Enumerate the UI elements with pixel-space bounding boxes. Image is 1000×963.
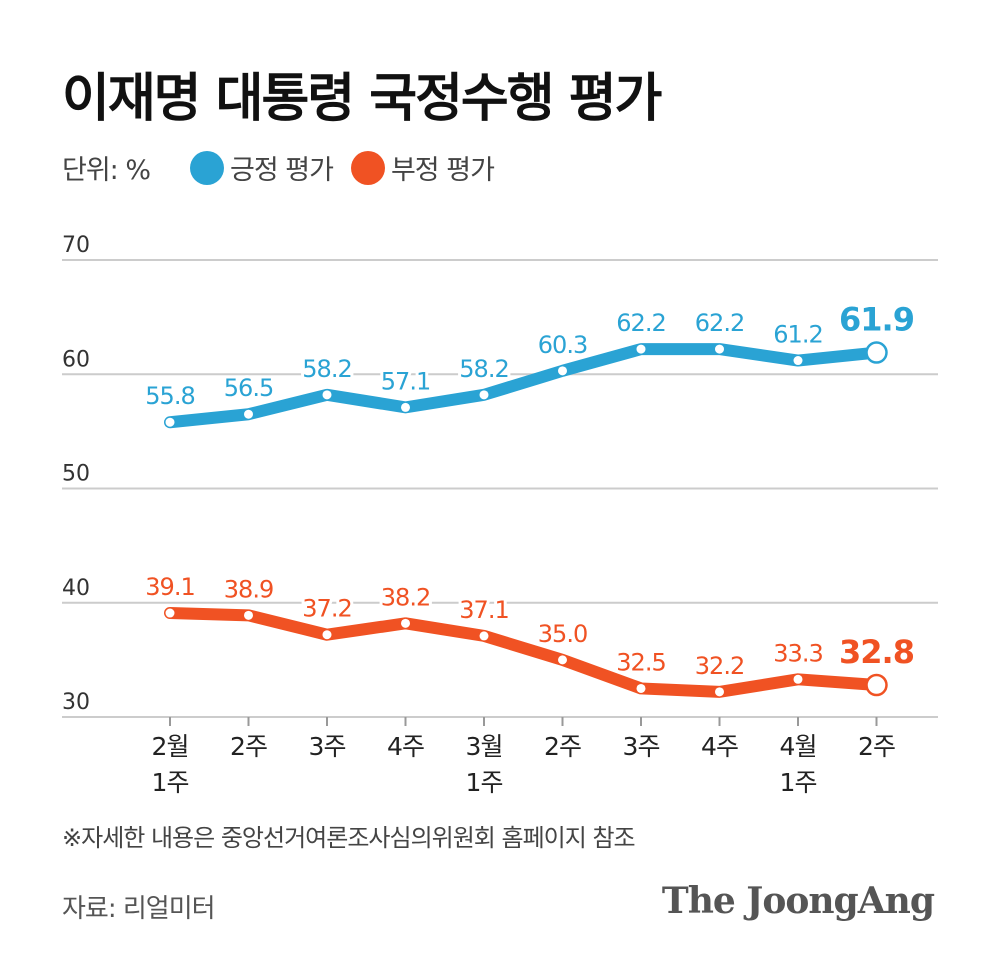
x-tick-label: 2월: [152, 732, 189, 761]
y-tick-label: 30: [62, 690, 90, 715]
data-point-negative: [244, 610, 253, 620]
x-tick-label: 2주: [858, 732, 895, 761]
data-label-negative: 37.1: [459, 596, 508, 624]
data-point-negative: [322, 630, 332, 640]
x-tick-label: 1주: [466, 768, 503, 797]
x-tick-label: 2주: [544, 732, 581, 761]
data-point-positive: [793, 356, 803, 366]
data-point-negative: [558, 655, 567, 665]
data-label-positive: 61.9: [839, 301, 914, 339]
data-label-positive: 60.3: [538, 331, 587, 359]
data-label-negative: 37.2: [302, 595, 351, 623]
y-tick-label: 40: [62, 576, 90, 601]
data-label-negative: 39.1: [145, 573, 194, 601]
x-tick-label: 4월: [780, 732, 817, 761]
data-point-positive: [558, 366, 567, 376]
data-point-positive: [479, 390, 489, 400]
data-point-negative: [793, 674, 803, 684]
data-label-negative: 32.5: [616, 648, 665, 676]
data-label-positive: 62.2: [695, 309, 744, 337]
x-tick-label: 3주: [623, 732, 660, 761]
data-point-negative: [715, 687, 724, 697]
data-label-negative: 32.8: [839, 633, 914, 671]
data-point-positive: [401, 402, 410, 412]
data-point-positive: [865, 341, 888, 364]
x-tick-label: 1주: [152, 768, 189, 797]
data-point-positive: [244, 409, 253, 419]
unit-label: 단위: %: [62, 155, 151, 186]
y-tick-label: 60: [62, 347, 90, 372]
data-label-negative: 33.3: [773, 639, 822, 667]
data-label-positive: 57.1: [381, 367, 430, 395]
data-label-positive: 58.2: [459, 355, 508, 383]
data-label-negative: 32.2: [695, 652, 744, 680]
data-point-negative: [401, 618, 410, 628]
legend-item-negative: 부정 평가: [350, 148, 495, 187]
brand-logo: The JoongAng: [661, 880, 935, 922]
series-line-negative: [164, 607, 883, 698]
x-tick-label: 2주: [230, 732, 267, 761]
data-label-positive: 58.2: [302, 355, 351, 383]
legend-item-positive: 긍정 평가: [190, 148, 334, 187]
data-point-negative: [479, 631, 489, 641]
legend-dot-negative-icon: [350, 150, 385, 185]
data-point-positive: [322, 390, 332, 400]
x-tick-label: 1주: [780, 768, 817, 797]
legend-label-negative: 부정 평가: [390, 155, 495, 186]
data-label-negative: 38.9: [224, 575, 273, 603]
data-label-positive: 56.5: [224, 374, 273, 402]
x-tick-label: 3주: [309, 732, 346, 761]
data-label-positive: 61.2: [773, 321, 822, 349]
legend-label-positive: 긍정 평가: [230, 155, 334, 186]
source-credit: 자료: 리얼미터: [62, 894, 216, 924]
chart-title: 이재명 대통령 국정수행 평가: [62, 69, 662, 129]
y-tick-label: 50: [62, 462, 90, 487]
y-tick-label: 70: [62, 233, 90, 258]
x-tick-label: 4주: [387, 732, 424, 761]
x-tick-label: 4주: [701, 732, 738, 761]
data-label-negative: 35.0: [538, 620, 587, 648]
data-point-negative: [165, 608, 175, 618]
data-label-negative: 38.2: [381, 583, 430, 611]
data-point-positive: [165, 417, 175, 427]
footnote: ※자세한 내용은 중앙선거여론조사심의위원회 홈페이지 참조: [62, 824, 636, 852]
data-point-positive: [636, 344, 646, 354]
legend: 단위: % 긍정 평가 부정 평가: [62, 148, 512, 187]
data-point-positive: [715, 344, 724, 354]
data-label-positive: 55.8: [145, 382, 194, 410]
data-point-negative: [636, 683, 646, 693]
data-point-negative: [865, 673, 888, 697]
legend-dot-positive-icon: [190, 150, 225, 185]
data-label-positive: 62.2: [616, 309, 665, 337]
x-tick-label: 3월: [466, 732, 503, 761]
series-line-positive: [164, 343, 883, 429]
